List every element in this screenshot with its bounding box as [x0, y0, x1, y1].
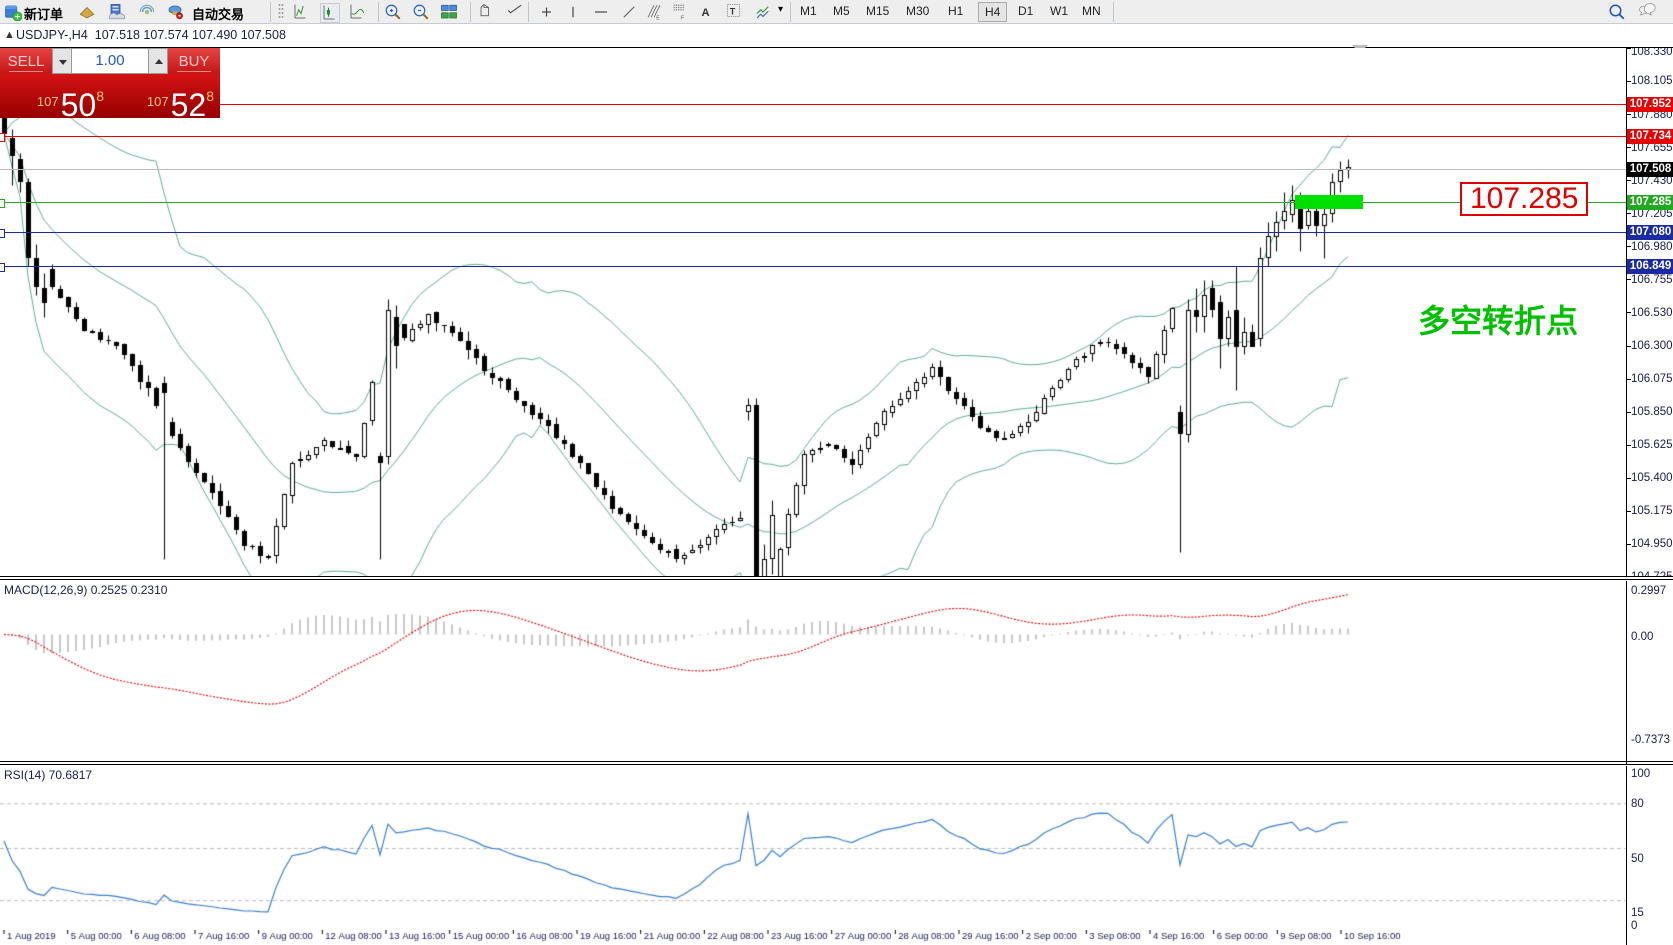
svg-text:A: A — [702, 7, 710, 19]
svg-text:E: E — [656, 16, 660, 21]
svg-text:T: T — [730, 6, 736, 16]
svg-text:F: F — [681, 16, 684, 21]
